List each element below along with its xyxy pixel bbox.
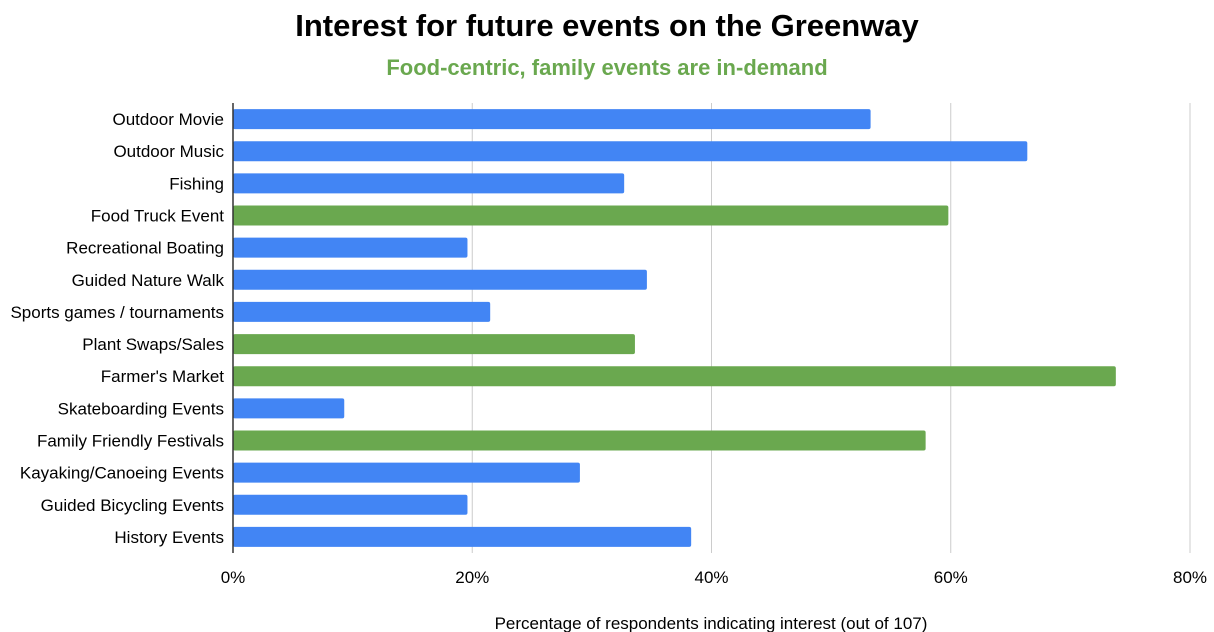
x-tick-label: 20% — [455, 568, 489, 587]
category-label: Recreational Boating — [66, 239, 224, 258]
x-tick-label: 80% — [1173, 568, 1207, 587]
x-axis-title: Percentage of respondents indicating int… — [495, 614, 928, 632]
bar — [233, 109, 871, 130]
category-labels: Outdoor Movie Outdoor Music Fishing Food Tr… — [10, 110, 224, 547]
x-tick-label: 60% — [934, 568, 968, 587]
chart-title: Interest for future events on the Greenw… — [295, 8, 919, 43]
x-tick-labels: 0% 20% 40% 60% 80% — [221, 568, 1207, 587]
gridlines — [471, 103, 1191, 553]
bars — [233, 109, 1116, 547]
bar — [233, 494, 468, 515]
bar — [233, 334, 635, 355]
category-label: History Events — [114, 528, 224, 547]
bar — [233, 462, 580, 483]
category-label: Sports games / tournaments — [10, 303, 224, 322]
bar — [233, 237, 468, 258]
category-label: Kayaking/Canoeing Events — [20, 464, 224, 483]
category-label: Plant Swaps/Sales — [82, 335, 224, 354]
bar — [233, 269, 647, 290]
category-label: Food Truck Event — [91, 207, 225, 226]
category-label: Family Friendly Festivals — [37, 432, 224, 451]
bar — [233, 141, 1028, 162]
bar — [233, 430, 926, 451]
category-label: Outdoor Movie — [113, 110, 225, 129]
category-label: Guided Bicycling Events — [41, 496, 224, 515]
x-tick-label: 40% — [694, 568, 728, 587]
bar — [233, 398, 345, 419]
category-label: Farmer's Market — [101, 367, 224, 386]
bar — [233, 205, 949, 226]
bar — [233, 173, 625, 194]
category-label: Skateboarding Events — [58, 399, 224, 418]
category-label: Guided Nature Walk — [72, 271, 225, 290]
bar — [233, 301, 491, 322]
bar — [233, 526, 692, 547]
chart-subtitle: Food-centric, family events are in-deman… — [386, 55, 828, 80]
x-tick-label: 0% — [221, 568, 246, 587]
bar — [233, 366, 1116, 387]
category-label: Fishing — [169, 174, 224, 193]
category-label: Outdoor Music — [113, 142, 224, 161]
